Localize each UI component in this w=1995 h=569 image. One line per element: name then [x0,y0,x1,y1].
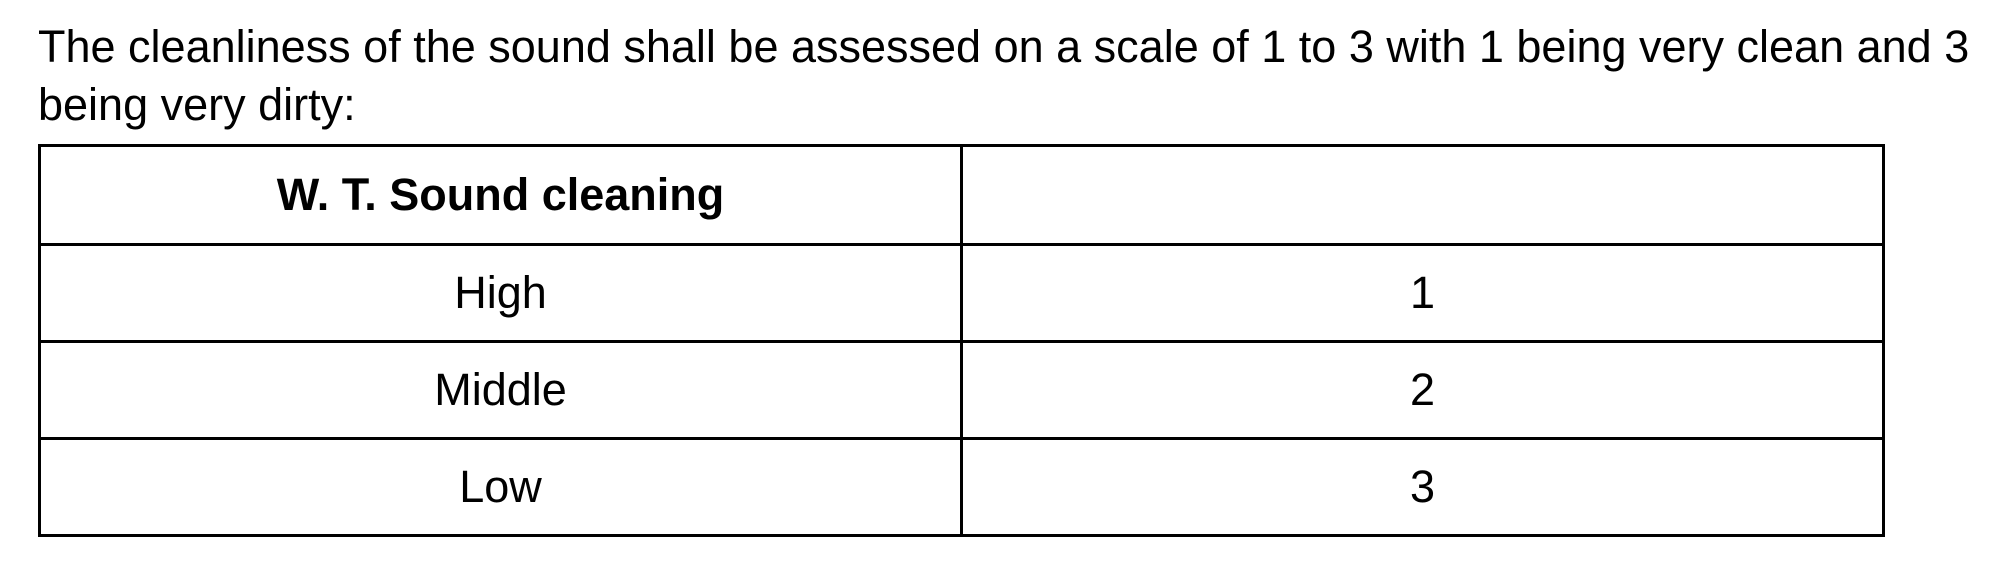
intro-line-1: The cleanliness of the sound shall be as… [38,21,1970,72]
table-row-high: High 1 [38,243,1885,343]
table-header-title-cell: W. T. Sound cleaning [38,144,963,246]
intro-paragraph: The cleanliness of the sound shall be as… [38,15,1995,134]
table-header-row: W. T. Sound cleaning [38,144,1885,246]
score-cell: 1 [960,243,1885,343]
level-cell: Middle [38,340,963,440]
sound-cleaning-table: W. T. Sound cleaning High 1 Middle 2 Low… [38,144,1885,537]
intro-line-2: being very dirty: [38,79,356,130]
table-header-empty-cell [960,144,1885,246]
document-body: The cleanliness of the sound shall be as… [38,15,1995,537]
level-cell: High [38,243,963,343]
table-row-low: Low 3 [38,437,1885,537]
level-cell: Low [38,437,963,537]
score-cell: 2 [960,340,1885,440]
score-cell: 3 [960,437,1885,537]
table-row-middle: Middle 2 [38,340,1885,440]
